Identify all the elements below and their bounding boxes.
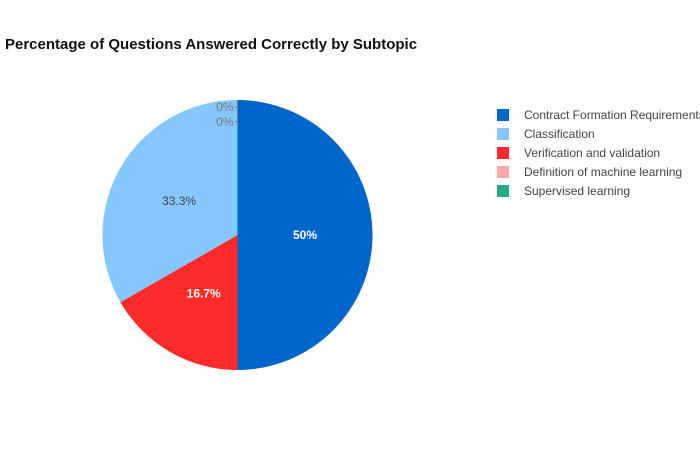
slice-label-definition-of-machine-learning: 0% <box>216 100 234 114</box>
slice-label-verification-and-validation: 16.7% <box>187 286 221 300</box>
pie-slice-contract-formation-requirements <box>237 100 373 370</box>
legend-item-definition-of-machine-learning[interactable]: Definition of machine learning <box>497 162 700 181</box>
legend-label: Classification <box>524 126 595 141</box>
legend-swatch <box>497 184 509 197</box>
legend-swatch <box>497 127 509 140</box>
legend-label: Definition of machine learning <box>524 164 683 179</box>
legend-label: Contract Formation Requirements <box>524 107 700 122</box>
legend: Contract Formation Requirements Classific… <box>497 105 700 200</box>
slice-label-classification: 33.3% <box>162 194 196 208</box>
legend-item-classification[interactable]: Classification <box>497 124 700 143</box>
chart-title: Percentage of Questions Answered Correct… <box>5 36 418 53</box>
legend-item-supervised-learning[interactable]: Supervised learning <box>497 181 700 200</box>
legend-item-verification-and-validation[interactable]: Verification and validation <box>497 143 700 162</box>
leader-line-supervised-learning <box>234 100 238 123</box>
pie-slice-classification <box>102 100 238 303</box>
legend-label: Verification and validation <box>524 145 661 160</box>
slice-label-supervised-learning: 0% <box>216 115 234 129</box>
legend-swatch <box>497 165 509 178</box>
legend-swatch <box>497 146 509 159</box>
legend-swatch <box>497 108 509 121</box>
slice-label-contract-formation-requirements: 50% <box>293 228 317 242</box>
legend-item-contract-formation-requirements[interactable]: Contract Formation Requirements <box>497 105 700 124</box>
legend-label: Supervised learning <box>524 183 631 198</box>
pie-slice-verification-and-validation <box>120 235 238 370</box>
